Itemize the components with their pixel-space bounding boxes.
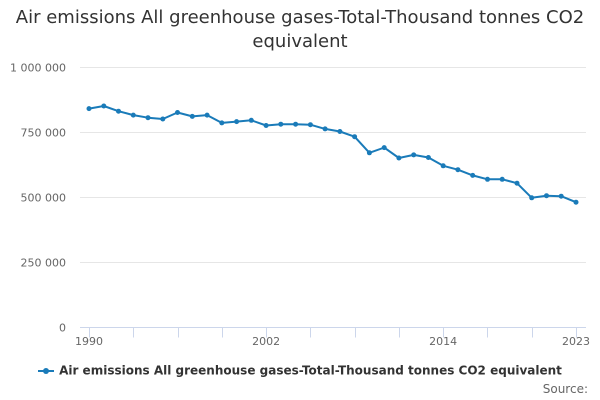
data-point[interactable]	[101, 103, 107, 109]
data-point[interactable]	[130, 112, 136, 118]
data-point[interactable]	[514, 180, 520, 186]
x-tick-label: 2014	[429, 335, 457, 348]
y-axis-labels: 0 250 000 500 000 750 000 1 000 000	[10, 62, 66, 335]
gridlines	[80, 67, 586, 263]
data-point[interactable]	[411, 152, 417, 158]
data-point[interactable]	[396, 155, 402, 161]
legend[interactable]: Air emissions All greenhouse gases-Total…	[0, 363, 600, 378]
series-group	[86, 103, 579, 205]
y-tick-label: 250 000	[21, 257, 67, 270]
data-point[interactable]	[189, 113, 195, 119]
x-tick-label: 1990	[75, 335, 103, 348]
y-tick-label: 750 000	[21, 127, 67, 140]
y-tick-label: 1 000 000	[10, 62, 66, 75]
data-point[interactable]	[293, 121, 299, 127]
data-point[interactable]	[558, 193, 564, 199]
data-point[interactable]	[234, 119, 240, 125]
data-point[interactable]	[278, 121, 284, 127]
data-point[interactable]	[322, 126, 328, 132]
data-point[interactable]	[470, 172, 476, 178]
data-point[interactable]	[145, 115, 151, 121]
data-point[interactable]	[116, 108, 121, 114]
x-tick-label: 2002	[252, 335, 280, 348]
data-point[interactable]	[219, 120, 225, 126]
series-line[interactable]	[88, 105, 577, 204]
data-point[interactable]	[248, 117, 254, 123]
data-point[interactable]	[352, 134, 358, 140]
x-axis-labels: 1990 2002 2014 2023	[75, 335, 590, 348]
data-point[interactable]	[175, 110, 180, 115]
data-point[interactable]	[381, 145, 387, 151]
data-point[interactable]	[544, 193, 549, 199]
data-point[interactable]	[366, 150, 372, 156]
data-point[interactable]	[573, 199, 579, 205]
data-point[interactable]	[455, 167, 461, 173]
data-point[interactable]	[529, 195, 535, 201]
data-point[interactable]	[440, 163, 446, 169]
data-point[interactable]	[337, 129, 343, 134]
x-axis	[80, 327, 586, 338]
data-point[interactable]	[160, 116, 166, 122]
data-point[interactable]	[425, 155, 431, 160]
y-tick-label: 500 000	[21, 192, 67, 205]
data-point[interactable]	[263, 123, 269, 128]
y-tick-label: 0	[59, 322, 66, 335]
legend-line-marker-icon	[38, 365, 55, 377]
data-point[interactable]	[485, 176, 490, 182]
data-point[interactable]	[204, 112, 210, 118]
data-point[interactable]	[499, 176, 505, 182]
credits-source[interactable]: Source:	[542, 382, 588, 396]
data-point[interactable]	[307, 122, 313, 128]
legend-label[interactable]: Air emissions All greenhouse gases-Total…	[59, 363, 562, 378]
x-tick-label: 2023	[562, 335, 590, 348]
chart-title: Air emissions All greenhouse gases-Total…	[15, 7, 585, 52]
data-point[interactable]	[86, 106, 92, 112]
